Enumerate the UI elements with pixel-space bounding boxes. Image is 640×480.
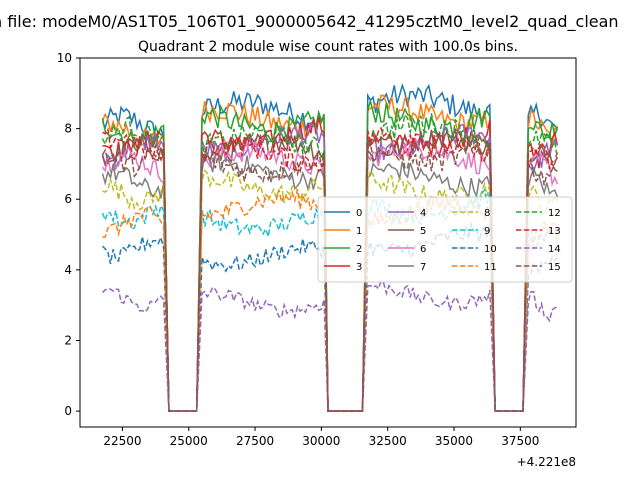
series-line-12 (101, 113, 559, 412)
x-tick-label: 35000 (435, 434, 473, 448)
legend-label-3: 3 (356, 262, 362, 273)
legend-label-12: 12 (548, 208, 561, 219)
series-line-10 (101, 221, 559, 412)
figure-suptitle: n file: modeM0/AS1T05_106T01_9000005642_… (0, 12, 619, 32)
chart-title: Quadrant 2 module wise count rates with … (138, 39, 518, 55)
legend-label-14: 14 (548, 244, 561, 255)
x-offset-label: +4.221e8 (517, 455, 576, 469)
legend-label-10: 10 (484, 244, 497, 255)
y-tick-label: 4 (64, 263, 72, 277)
series-line-14 (101, 280, 558, 412)
y-tick-label: 0 (64, 404, 72, 418)
series-line-13 (102, 126, 559, 412)
x-tick-label: 37500 (501, 434, 539, 448)
legend-label-4: 4 (420, 208, 426, 219)
legend-label-6: 6 (420, 244, 426, 255)
x-tick-label: 22500 (103, 434, 141, 448)
legend-label-8: 8 (484, 208, 490, 219)
y-tick-label: 8 (64, 122, 72, 136)
legend-label-13: 13 (548, 226, 561, 237)
x-tick-label: 30000 (302, 434, 340, 448)
legend-label-2: 2 (356, 244, 362, 255)
series-line-15 (101, 139, 559, 412)
x-tick-label: 25000 (170, 434, 208, 448)
y-tick-label: 10 (57, 51, 72, 65)
legend-label-0: 0 (356, 208, 362, 219)
axis-layer: 22500 25000 27500 30000 32500 35000 37500 0 2 4 6 8… (57, 51, 540, 448)
legend-label-11: 11 (484, 262, 497, 273)
legend-box (317, 196, 573, 283)
x-tick-label: 27500 (236, 434, 274, 448)
legend-label-5: 5 (420, 226, 426, 237)
y-tick-label: 6 (64, 192, 72, 206)
series-line-2 (101, 97, 559, 412)
x-tick-label: 32500 (369, 434, 407, 448)
legend-label-1: 1 (356, 226, 362, 237)
legend-label-15: 15 (548, 262, 561, 273)
plot-frame (79, 57, 577, 428)
legend-label-7: 7 (420, 262, 426, 273)
series-line-4 (101, 122, 559, 412)
legend-label-9: 9 (484, 226, 490, 237)
y-tick-label: 2 (64, 333, 72, 347)
